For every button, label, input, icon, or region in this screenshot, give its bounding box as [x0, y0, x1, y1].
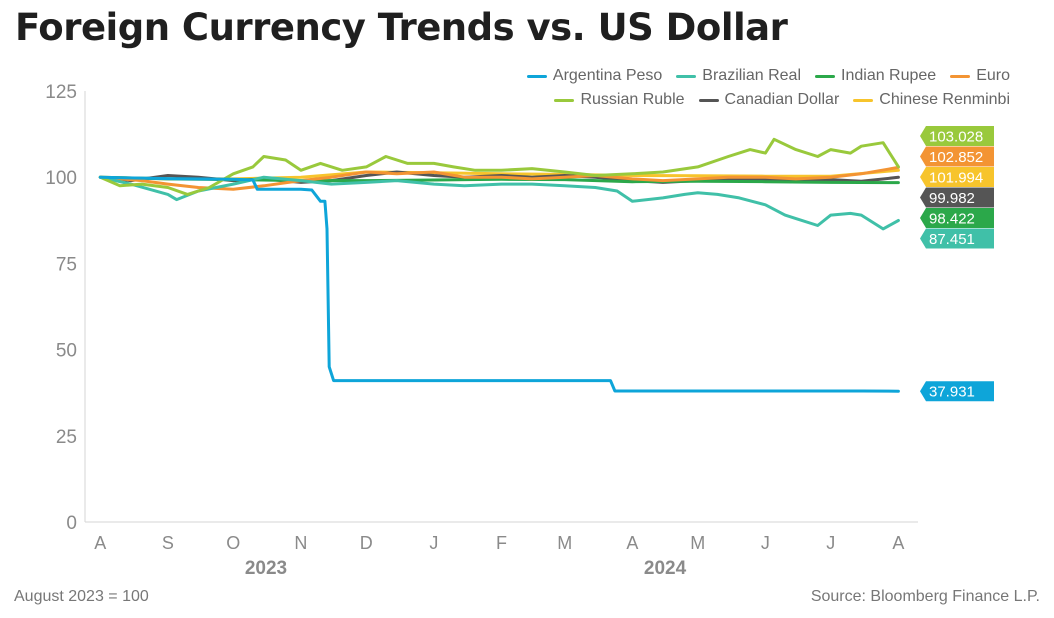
legend-item-brazilian-real: Brazilian Real	[676, 67, 801, 85]
x-tick-label: A	[94, 533, 106, 553]
value-tag-russian-ruble	[920, 126, 994, 146]
legend-item-chinese-renminbi: Chinese Renminbi	[853, 91, 1010, 109]
value-tag-label-brazilian-real: 87.451	[929, 231, 975, 248]
y-tick-label: 50	[56, 341, 77, 362]
legend-item-euro: Euro	[950, 67, 1010, 85]
y-tick-label: 125	[45, 82, 77, 103]
chart-legend: Argentina Peso Brazilian Real Indian Rupee…	[490, 64, 1010, 112]
series-line-brazilian-real	[98, 175, 900, 231]
footnote: August 2023 = 100	[14, 588, 149, 605]
legend-swatch	[950, 74, 971, 78]
x-tick-label: A	[892, 533, 904, 553]
legend-label: Euro	[976, 67, 1010, 84]
legend-item-russian-ruble: Russian Ruble	[554, 91, 685, 109]
value-tag-label-euro: 102.852	[929, 149, 983, 166]
x-tick-label: J	[761, 533, 770, 553]
y-tick-label: 0	[66, 513, 77, 534]
value-tag-label-chinese-renminbi: 101.994	[929, 170, 983, 187]
legend-swatch	[815, 74, 836, 78]
x-year-label: 2024	[644, 558, 687, 579]
x-tick-label: J	[429, 533, 438, 553]
value-tag-argentina-peso	[920, 381, 994, 402]
legend-label: Indian Rupee	[841, 67, 937, 84]
legend-label: Canadian Dollar	[724, 91, 840, 108]
value-tag-brazilian-real	[920, 228, 994, 249]
value-tag-indian-rupee	[920, 208, 994, 228]
x-tick-label: A	[626, 533, 638, 553]
value-tag-chinese-renminbi	[920, 167, 994, 187]
chart-title: Foreign Currency Trends vs. US Dollar	[15, 6, 788, 49]
x-year-label: 2023	[245, 558, 287, 579]
series-line-euro	[98, 165, 900, 191]
x-tick-label: M	[557, 533, 572, 553]
value-tag-euro	[920, 146, 994, 167]
x-tick-label: M	[690, 533, 705, 553]
value-tag-label-argentina-peso: 37.931	[929, 384, 975, 401]
legend-swatch	[853, 98, 874, 102]
value-tag-label-canadian-dollar: 99.982	[929, 190, 975, 207]
x-tick-label: J	[826, 533, 835, 553]
x-tick-label: O	[226, 533, 240, 553]
value-tag-label-indian-rupee: 98.422	[929, 211, 975, 228]
series-line-argentina-peso	[98, 175, 900, 393]
legend-item-indian-rupee: Indian Rupee	[815, 67, 936, 85]
value-tag-canadian-dollar	[920, 187, 994, 208]
value-tag-label-russian-ruble: 103.028	[929, 129, 983, 146]
legend-label: Argentina Peso	[552, 67, 663, 84]
legend-swatch	[526, 74, 547, 78]
x-tick-label: D	[360, 533, 373, 553]
legend-row: Argentina Peso Brazilian Real Indian Rupee…	[490, 64, 1010, 88]
legend-swatch	[676, 74, 697, 78]
y-tick-label: 75	[56, 254, 77, 275]
legend-swatch	[698, 98, 719, 102]
series-line-russian-ruble	[98, 137, 900, 196]
y-tick-label: 100	[45, 168, 77, 189]
legend-label: Chinese Renminbi	[879, 91, 1010, 108]
legend-item-argentina-peso: Argentina Peso	[526, 67, 663, 85]
legend-label: Russian Ruble	[580, 91, 685, 108]
source-note: Source: Bloomberg Finance L.P.	[810, 588, 1040, 605]
x-tick-label: F	[496, 533, 507, 553]
legend-row: Russian Ruble Canadian Dollar Chinese Renm…	[490, 88, 1010, 112]
legend-swatch	[554, 98, 575, 102]
x-tick-label: S	[162, 533, 174, 553]
x-tick-label: N	[294, 533, 307, 553]
y-tick-label: 25	[56, 427, 77, 448]
legend-label: Brazilian Real	[702, 67, 802, 84]
legend-item-canadian-dollar: Canadian Dollar	[698, 91, 840, 109]
